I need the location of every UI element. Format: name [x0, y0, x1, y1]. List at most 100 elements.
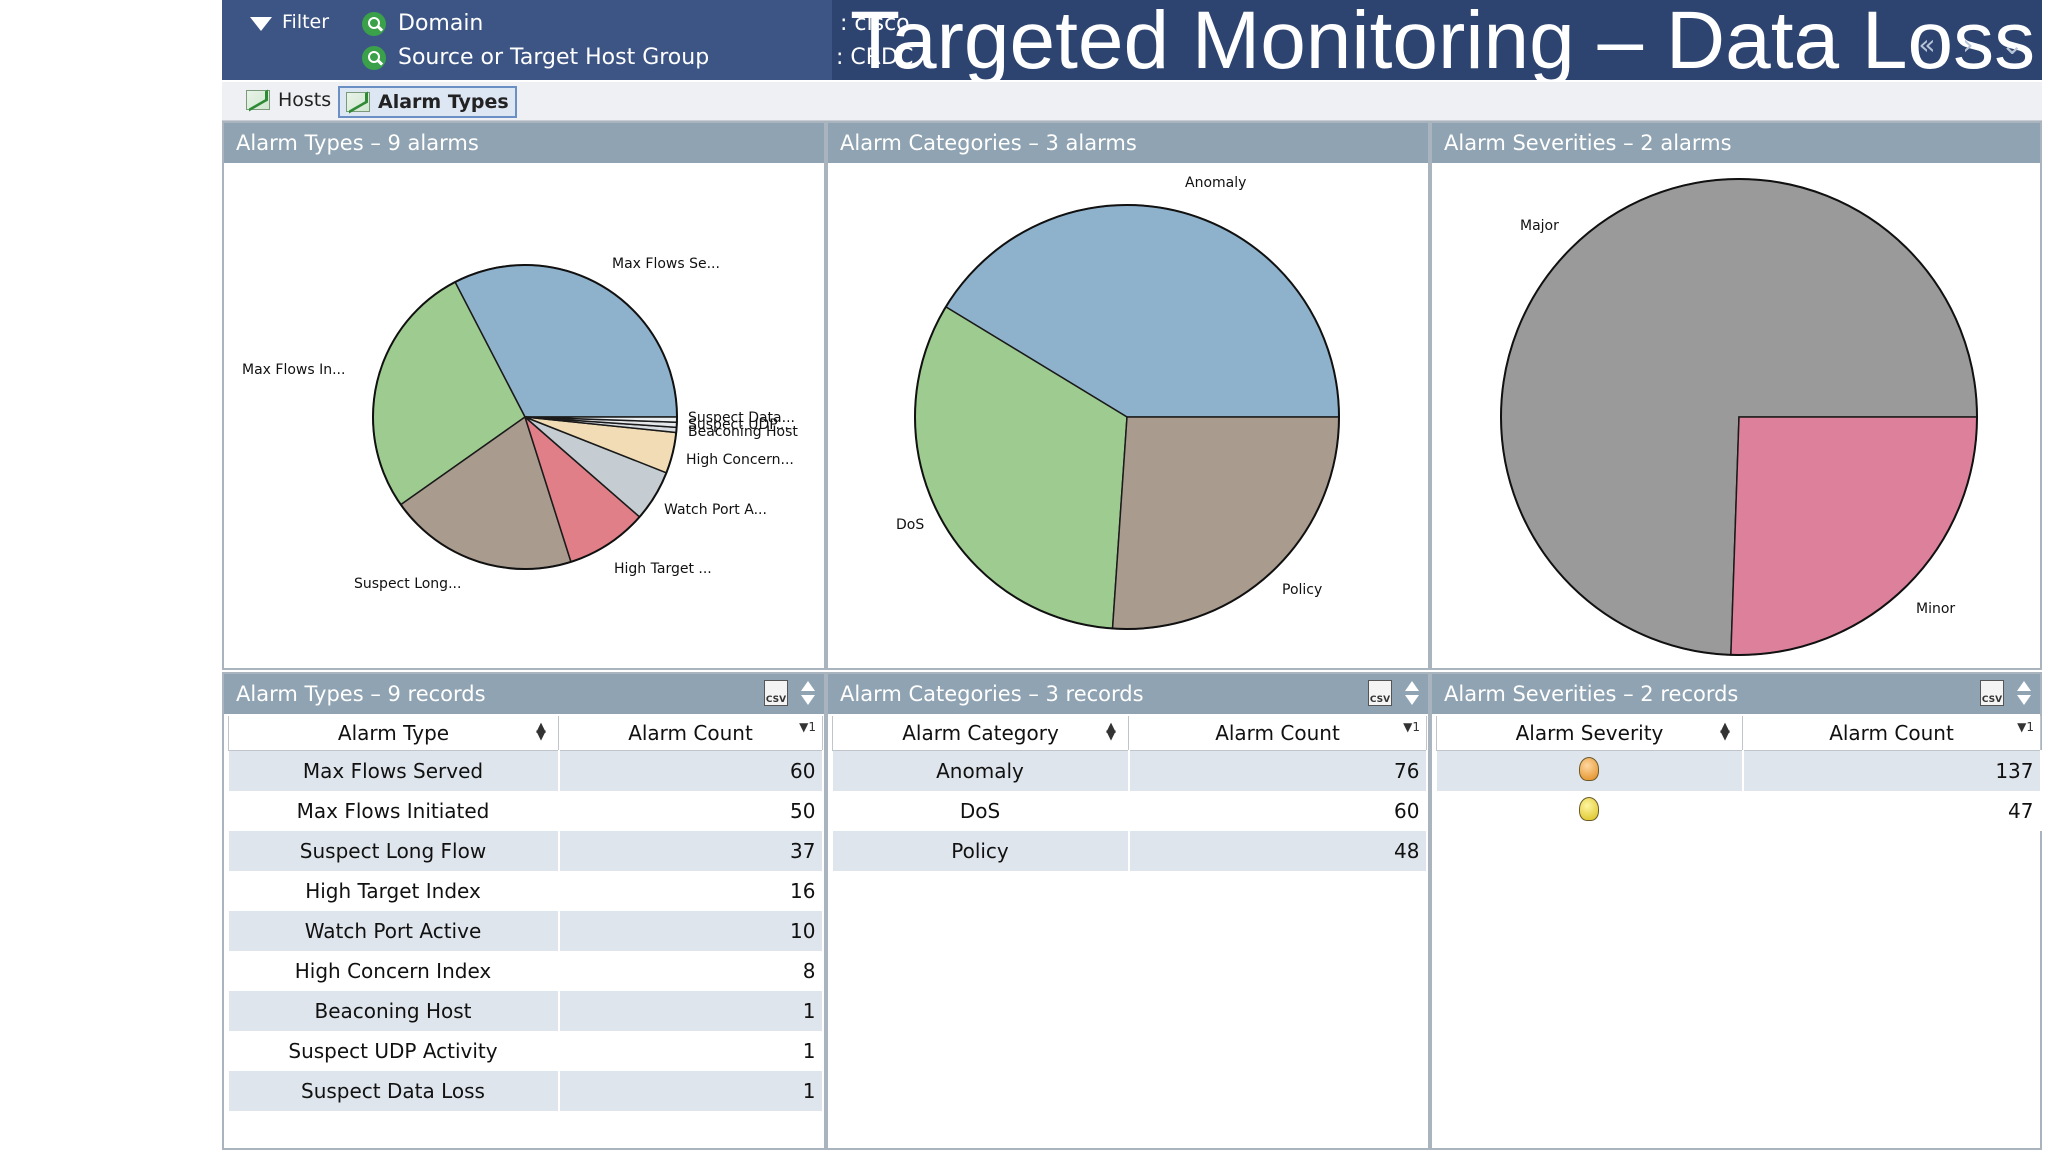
- major-severity-icon: [1579, 756, 1599, 781]
- count-cell: 48: [1128, 831, 1428, 871]
- severity-cell: [1436, 750, 1744, 791]
- table-row[interactable]: 47: [1436, 791, 2042, 831]
- chart-icon: [246, 90, 270, 110]
- count-cell: 16: [558, 871, 824, 911]
- alarm-types-table: Alarm Type ▲ ▼ Alarm Count ▼1 Max Flows Ser…: [228, 716, 824, 1111]
- panel-title: Alarm Types – 9 records CSV: [224, 674, 824, 714]
- count-cell: 137: [1742, 750, 2042, 791]
- name-cell: High Concern Index: [228, 951, 560, 991]
- csv-export-icon[interactable]: CSV: [1368, 680, 1392, 706]
- name-cell: Anomaly: [832, 750, 1130, 791]
- forward-icon[interactable]: ›: [1962, 28, 1974, 61]
- pie-label: Max Flows Se...: [612, 256, 720, 272]
- column-header-alarm-count[interactable]: Alarm Count ▼1: [1742, 716, 2041, 751]
- tab-alarm-types[interactable]: Alarm Types: [338, 86, 517, 118]
- table-row[interactable]: Max Flows Initiated 50: [228, 791, 824, 831]
- column-header-alarm-severity[interactable]: Alarm Severity ▲ ▼: [1436, 716, 1743, 751]
- column-header-alarm-category[interactable]: Alarm Category ▲ ▼: [832, 716, 1129, 751]
- pie-label: High Target ...: [614, 561, 712, 577]
- panel-title: Alarm Categories – 3 records CSV: [828, 674, 1428, 714]
- alarm-severities-table-panel: Alarm Severities – 2 records CSV Alarm S…: [1430, 672, 2042, 1150]
- tab-label: Hosts: [278, 89, 332, 111]
- menu-chevron-icon[interactable]: ⌄: [2000, 28, 2024, 61]
- name-cell: Suspect Data Loss: [228, 1071, 560, 1111]
- sort-descending-icon[interactable]: ▼1: [799, 720, 816, 734]
- pie-label: Major: [1520, 218, 1559, 234]
- panel-title-text: Alarm Severities – 2 records: [1444, 682, 1739, 706]
- app-window: Filter Domain : cisco Source or Target H…: [222, 0, 2042, 1152]
- sort-toggle-icon[interactable]: ▲ ▼: [536, 720, 546, 743]
- name-cell: Suspect Long Flow: [228, 831, 560, 871]
- table-row[interactable]: Suspect Data Loss 1: [228, 1071, 824, 1111]
- severity-cell: [1436, 791, 1744, 831]
- tab-hosts[interactable]: Hosts: [240, 86, 337, 114]
- pie-label: Minor: [1916, 601, 1955, 617]
- column-header-alarm-type[interactable]: Alarm Type ▲ ▼: [228, 716, 559, 751]
- panel-tools: CSV: [764, 680, 816, 706]
- table-row[interactable]: Anomaly 76: [832, 750, 1428, 791]
- pie-label: Suspect Long...: [354, 576, 461, 592]
- pie-label: Suspect UDP...: [688, 417, 789, 433]
- alarm-categories-table-panel: Alarm Categories – 3 records CSV Alarm C…: [826, 672, 1430, 1150]
- collapse-toggle-icon[interactable]: [2016, 680, 2032, 706]
- pie-label: DoS: [896, 517, 924, 533]
- sort-descending-icon[interactable]: ▼1: [2017, 720, 2034, 734]
- table-row[interactable]: Max Flows Served 60: [228, 750, 824, 791]
- count-cell: 60: [558, 750, 824, 791]
- table-row[interactable]: Suspect Long Flow 37: [228, 831, 824, 871]
- name-cell: Suspect UDP Activity: [228, 1031, 560, 1071]
- magnifier-icon: [362, 11, 386, 36]
- name-cell: High Target Index: [228, 871, 560, 911]
- table-row[interactable]: Watch Port Active 10: [228, 911, 824, 951]
- host-group-row[interactable]: Source or Target Host Group : CRDC: [362, 45, 913, 70]
- alarm-severities-chart-panel: Alarm Severities – 2 alarms Major Minor: [1430, 121, 2042, 670]
- filter-button[interactable]: Filter: [250, 11, 329, 33]
- table-row[interactable]: DoS 60: [832, 791, 1428, 831]
- table-row[interactable]: Beaconing Host 1: [228, 991, 824, 1031]
- column-header-alarm-count[interactable]: Alarm Count ▼1: [1128, 716, 1427, 751]
- header-nav-controls[interactable]: « › ⌄: [1918, 28, 2024, 61]
- collapse-toggle-icon[interactable]: [1404, 680, 1420, 706]
- panel-title-text: Alarm Types – 9 records: [236, 682, 486, 706]
- table-row[interactable]: Policy 48: [832, 831, 1428, 871]
- domain-label: Domain: [398, 11, 484, 36]
- page-title: Targeted Monitoring – Data Loss: [850, 0, 2036, 86]
- domain-row[interactable]: Domain : cisco: [362, 11, 910, 36]
- panel-title: Alarm Severities – 2 alarms: [1432, 123, 2040, 163]
- table-row[interactable]: 137: [1436, 750, 2042, 791]
- panel-title-text: Alarm Categories – 3 records: [840, 682, 1144, 706]
- pie-label: Watch Port A...: [664, 502, 767, 518]
- count-cell: 76: [1128, 750, 1428, 791]
- table-row[interactable]: High Target Index 16: [228, 871, 824, 911]
- pie-slice[interactable]: [1730, 416, 1978, 656]
- csv-export-icon[interactable]: CSV: [764, 680, 788, 706]
- tab-label: Alarm Types: [378, 91, 509, 113]
- alarm-types-chart-panel: Alarm Types – 9 alarms Max Flows Se... Ma…: [222, 121, 826, 670]
- filter-label: Filter: [282, 11, 330, 33]
- count-cell: 60: [1128, 791, 1428, 831]
- sort-toggle-icon[interactable]: ▲ ▼: [1106, 720, 1116, 743]
- csv-export-icon[interactable]: CSV: [1980, 680, 2004, 706]
- count-cell: 1: [558, 1031, 824, 1071]
- filter-box: Filter Domain : cisco Source or Target H…: [222, 0, 913, 80]
- domain-value: : cisco: [840, 11, 910, 36]
- name-cell: Policy: [832, 831, 1130, 871]
- panel-title: Alarm Categories – 3 alarms: [828, 123, 1428, 163]
- alarm-categories-table: Alarm Category ▲ ▼ Alarm Count ▼1 Anomaly 76…: [832, 716, 1428, 871]
- sort-toggle-icon[interactable]: ▲ ▼: [1720, 720, 1730, 743]
- alarm-severities-pie-chart: Major Minor: [1500, 178, 1978, 656]
- table-row[interactable]: High Concern Index 8: [228, 951, 824, 991]
- header-bar: Filter Domain : cisco Source or Target H…: [222, 0, 2042, 86]
- alarm-types-table-panel: Alarm Types – 9 records CSV Alarm Type ▲ ▼…: [222, 672, 826, 1150]
- table-row[interactable]: Suspect UDP Activity 1: [228, 1031, 824, 1071]
- panel-title: Alarm Severities – 2 records CSV: [1432, 674, 2040, 714]
- funnel-icon: [250, 17, 272, 31]
- sort-descending-icon[interactable]: ▼1: [1403, 720, 1420, 734]
- pie-label: Max Flows In...: [242, 362, 345, 378]
- column-header-alarm-count[interactable]: Alarm Count ▼1: [558, 716, 823, 751]
- collapse-toggle-icon[interactable]: [800, 680, 816, 706]
- name-cell: Beaconing Host: [228, 991, 560, 1031]
- count-cell: 47: [1742, 791, 2042, 831]
- chart-icon: [346, 92, 370, 112]
- rewind-icon[interactable]: «: [1918, 28, 1936, 61]
